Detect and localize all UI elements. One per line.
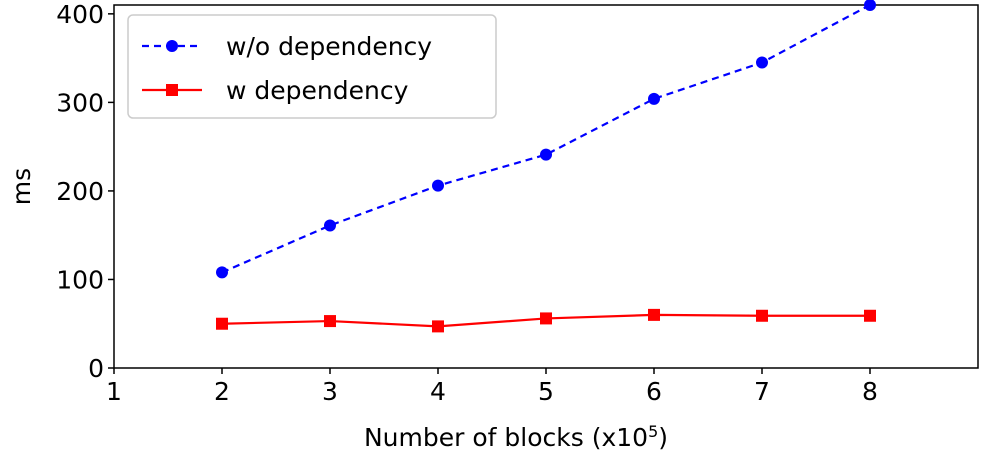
y-tick-label: 300: [56, 88, 104, 117]
legend-marker: [166, 40, 178, 52]
x-tick-label: 1: [106, 377, 122, 406]
legend-box: [127, 14, 497, 119]
legend-marker: [166, 84, 178, 96]
x-axis-title-text: Number of blocks (x10: [364, 423, 648, 452]
data-point: [540, 148, 552, 161]
y-axis-title: ms: [7, 168, 36, 205]
y-tick-label: 0: [88, 354, 104, 383]
data-point: [648, 308, 660, 321]
series-1: [216, 0, 876, 279]
x-tick-label: 4: [430, 377, 446, 406]
legend-label: w dependency: [226, 76, 409, 105]
x-tick-label: 2: [214, 377, 230, 406]
data-point: [648, 92, 660, 105]
data-point: [756, 309, 768, 322]
legend-entry: w dependency: [142, 76, 409, 105]
series-2: [216, 308, 876, 333]
x-tick-label: 6: [646, 377, 662, 406]
data-point: [756, 56, 768, 69]
data-point: [864, 0, 876, 11]
data-point: [432, 320, 444, 333]
y-tick-label: 100: [56, 265, 104, 294]
data-point: [864, 309, 876, 322]
data-point: [540, 312, 552, 325]
data-point: [324, 315, 336, 328]
data-point: [216, 266, 228, 279]
legend-entry: w/o dependency: [142, 32, 432, 61]
legend-label: w/o dependency: [226, 32, 432, 61]
x-axis-title: Number of blocks (x105): [364, 422, 668, 453]
x-tick-label: 3: [322, 377, 338, 406]
series-layer: [216, 0, 876, 333]
x-tick-label: 7: [754, 377, 770, 406]
x-tick-label: 5: [538, 377, 554, 406]
y-tick-label: 200: [56, 177, 104, 206]
data-point: [324, 219, 336, 232]
x-axis-title-suffix: ): [658, 423, 668, 452]
legend: w/o dependency w dependency: [127, 14, 497, 119]
ticks-layer: 1 2 3 4 5 6 7 8 0 100 200 300 400: [56, 0, 878, 406]
data-point: [432, 179, 444, 192]
x-axis-title-exponent: 5: [648, 422, 658, 441]
data-point: [216, 317, 228, 330]
x-tick-label: 8: [862, 377, 878, 406]
y-tick-label: 400: [56, 0, 104, 29]
